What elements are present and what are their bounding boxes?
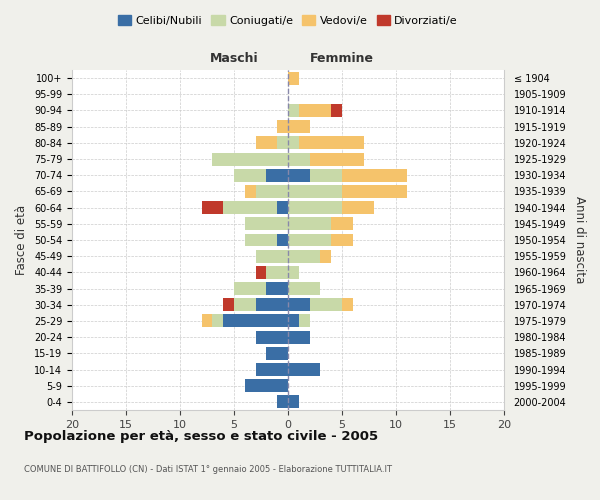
- Legend: Celibi/Nubili, Coniugati/e, Vedovi/e, Divorziati/e: Celibi/Nubili, Coniugati/e, Vedovi/e, Di…: [113, 10, 463, 30]
- Bar: [277, 120, 288, 133]
- Bar: [245, 218, 288, 230]
- Bar: [288, 72, 299, 85]
- Bar: [310, 152, 364, 166]
- Bar: [266, 266, 288, 279]
- Bar: [288, 250, 320, 262]
- Bar: [256, 298, 288, 311]
- Bar: [256, 330, 288, 344]
- Bar: [288, 185, 342, 198]
- Bar: [245, 234, 277, 246]
- Bar: [342, 185, 407, 198]
- Bar: [223, 201, 277, 214]
- Bar: [277, 136, 288, 149]
- Bar: [288, 396, 299, 408]
- Bar: [331, 234, 353, 246]
- Bar: [256, 363, 288, 376]
- Bar: [331, 104, 342, 117]
- Bar: [288, 152, 310, 166]
- Bar: [288, 104, 299, 117]
- Bar: [342, 298, 353, 311]
- Bar: [288, 234, 331, 246]
- Bar: [202, 314, 212, 328]
- Bar: [320, 250, 331, 262]
- Bar: [245, 379, 288, 392]
- Bar: [234, 282, 266, 295]
- Bar: [288, 314, 299, 328]
- Bar: [256, 250, 288, 262]
- Bar: [299, 104, 331, 117]
- Bar: [288, 298, 310, 311]
- Text: Maschi: Maschi: [209, 52, 259, 65]
- Bar: [288, 201, 342, 214]
- Text: COMUNE DI BATTIFOLLO (CN) - Dati ISTAT 1° gennaio 2005 - Elaborazione TUTTITALIA: COMUNE DI BATTIFOLLO (CN) - Dati ISTAT 1…: [24, 465, 392, 474]
- Bar: [223, 314, 288, 328]
- Bar: [310, 298, 342, 311]
- Bar: [234, 169, 266, 181]
- Bar: [202, 201, 223, 214]
- Bar: [212, 314, 223, 328]
- Bar: [266, 282, 288, 295]
- Bar: [310, 169, 342, 181]
- Bar: [342, 201, 374, 214]
- Bar: [288, 120, 310, 133]
- Bar: [256, 185, 288, 198]
- Bar: [266, 169, 288, 181]
- Bar: [277, 234, 288, 246]
- Bar: [212, 152, 288, 166]
- Bar: [288, 282, 320, 295]
- Bar: [288, 218, 331, 230]
- Bar: [299, 136, 364, 149]
- Text: Femmine: Femmine: [310, 52, 374, 65]
- Bar: [288, 266, 299, 279]
- Bar: [277, 201, 288, 214]
- Bar: [288, 169, 310, 181]
- Bar: [245, 185, 256, 198]
- Bar: [331, 218, 353, 230]
- Bar: [288, 363, 320, 376]
- Bar: [342, 169, 407, 181]
- Bar: [256, 136, 277, 149]
- Y-axis label: Anni di nascita: Anni di nascita: [573, 196, 586, 284]
- Bar: [288, 330, 310, 344]
- Bar: [256, 266, 266, 279]
- Bar: [277, 396, 288, 408]
- Y-axis label: Fasce di età: Fasce di età: [16, 205, 28, 275]
- Text: Popolazione per età, sesso e stato civile - 2005: Popolazione per età, sesso e stato civil…: [24, 430, 378, 443]
- Bar: [223, 298, 234, 311]
- Bar: [299, 314, 310, 328]
- Bar: [288, 136, 299, 149]
- Bar: [234, 298, 256, 311]
- Bar: [266, 347, 288, 360]
